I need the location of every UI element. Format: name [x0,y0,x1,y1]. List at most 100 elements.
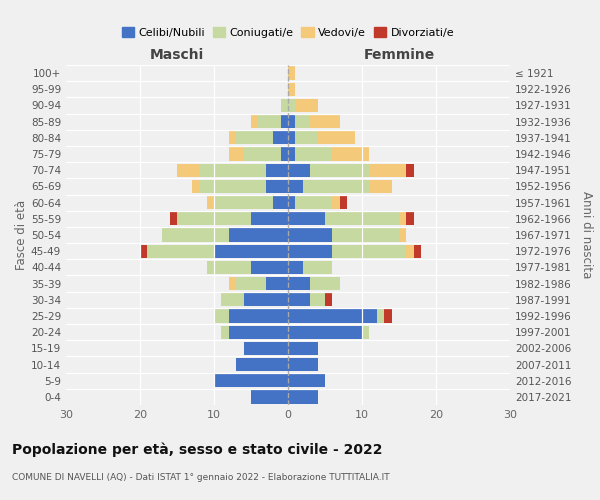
Bar [140,244,148,258]
Text: Femmine: Femmine [364,48,434,62]
Bar [332,148,370,160]
Bar [244,148,281,160]
Bar [229,277,236,290]
Bar [362,326,370,339]
Bar [273,131,288,144]
Bar [273,196,288,209]
Bar [340,196,347,209]
Bar [288,374,325,388]
Bar [406,164,414,177]
Bar [370,164,406,177]
Bar [288,228,332,241]
Bar [251,212,288,226]
Bar [214,374,288,388]
Bar [406,244,414,258]
Bar [281,99,288,112]
Bar [406,212,414,226]
Bar [288,244,332,258]
Bar [288,310,377,322]
Bar [399,212,406,226]
Text: Popolazione per età, sesso e stato civile - 2022: Popolazione per età, sesso e stato civil… [12,442,383,457]
Bar [244,342,288,355]
Bar [236,131,273,144]
Bar [214,244,288,258]
Bar [221,326,229,339]
Bar [266,180,288,193]
Bar [251,390,288,404]
Bar [206,196,214,209]
Bar [295,115,310,128]
Bar [288,180,303,193]
Bar [281,148,288,160]
Bar [377,310,384,322]
Bar [288,260,303,274]
Bar [384,310,392,322]
Bar [251,260,288,274]
Bar [177,164,199,177]
Bar [251,115,259,128]
Y-axis label: Anni di nascita: Anni di nascita [580,192,593,278]
Bar [259,115,281,128]
Bar [325,212,399,226]
Bar [288,342,317,355]
Bar [288,212,325,226]
Bar [192,180,199,193]
Bar [332,228,399,241]
Bar [414,244,421,258]
Bar [229,310,288,322]
Bar [229,326,288,339]
Bar [288,148,295,160]
Bar [170,212,177,226]
Bar [295,99,317,112]
Legend: Celibi/Nubili, Coniugati/e, Vedovi/e, Divorziati/e: Celibi/Nubili, Coniugati/e, Vedovi/e, Di… [118,23,458,42]
Y-axis label: Fasce di età: Fasce di età [15,200,28,270]
Bar [229,131,236,144]
Bar [399,228,406,241]
Bar [221,293,244,306]
Bar [229,228,288,241]
Bar [288,277,310,290]
Bar [266,164,288,177]
Bar [303,260,332,274]
Bar [236,358,288,371]
Bar [288,82,295,96]
Bar [295,131,317,144]
Text: Maschi: Maschi [150,48,204,62]
Bar [214,196,273,209]
Bar [244,293,288,306]
Bar [303,180,370,193]
Bar [236,277,266,290]
Bar [317,131,355,144]
Bar [370,180,392,193]
Bar [332,196,340,209]
Bar [288,164,310,177]
Bar [281,115,288,128]
Bar [310,164,370,177]
Bar [288,390,317,404]
Bar [199,180,266,193]
Bar [325,293,332,306]
Bar [288,293,310,306]
Bar [288,358,317,371]
Bar [295,196,332,209]
Bar [206,260,251,274]
Bar [288,66,295,80]
Bar [177,212,251,226]
Bar [199,164,266,177]
Bar [288,326,362,339]
Bar [266,277,288,290]
Bar [310,115,340,128]
Bar [288,131,295,144]
Bar [295,148,332,160]
Text: COMUNE DI NAVELLI (AQ) - Dati ISTAT 1° gennaio 2022 - Elaborazione TUTTITALIA.IT: COMUNE DI NAVELLI (AQ) - Dati ISTAT 1° g… [12,472,389,482]
Bar [148,244,214,258]
Bar [310,293,325,306]
Bar [288,99,295,112]
Bar [288,115,295,128]
Bar [229,148,244,160]
Bar [332,244,406,258]
Bar [162,228,229,241]
Bar [310,277,340,290]
Bar [288,196,295,209]
Bar [214,310,229,322]
